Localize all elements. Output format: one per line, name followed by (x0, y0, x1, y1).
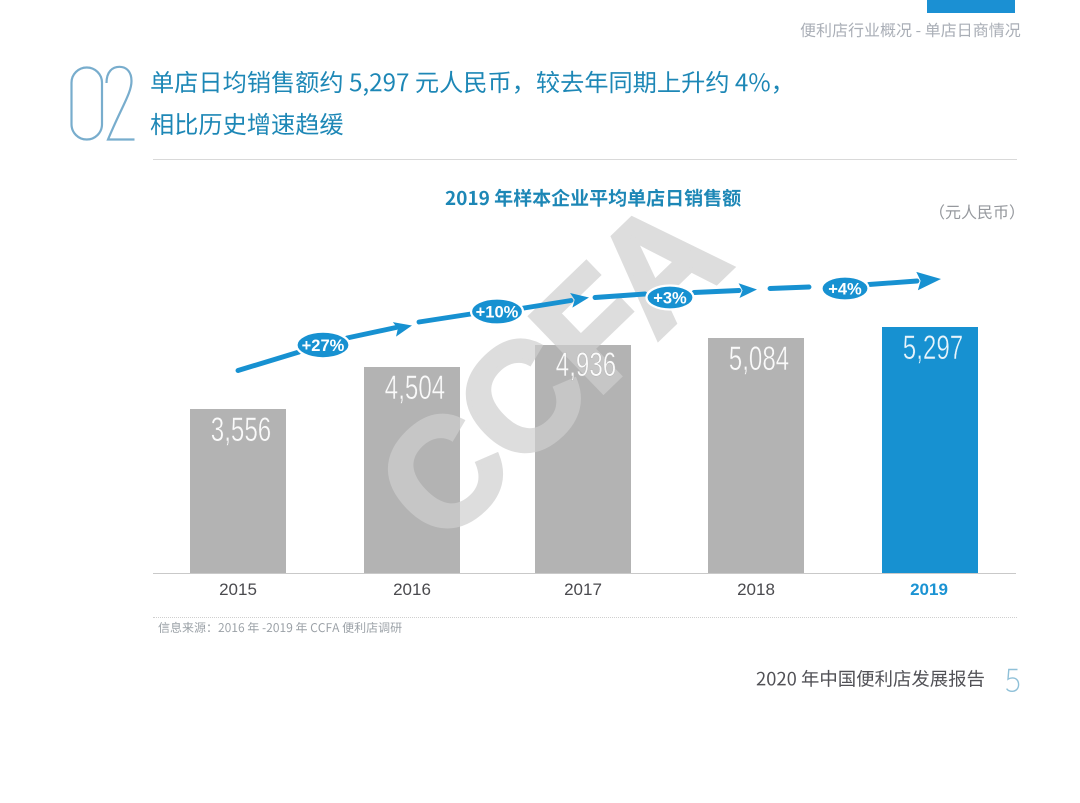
svg-text:+10%: +10% (476, 303, 519, 321)
svg-text:+27%: +27% (302, 337, 345, 355)
svg-text:+3%: +3% (653, 289, 687, 307)
svg-text:+4%: +4% (828, 280, 862, 298)
